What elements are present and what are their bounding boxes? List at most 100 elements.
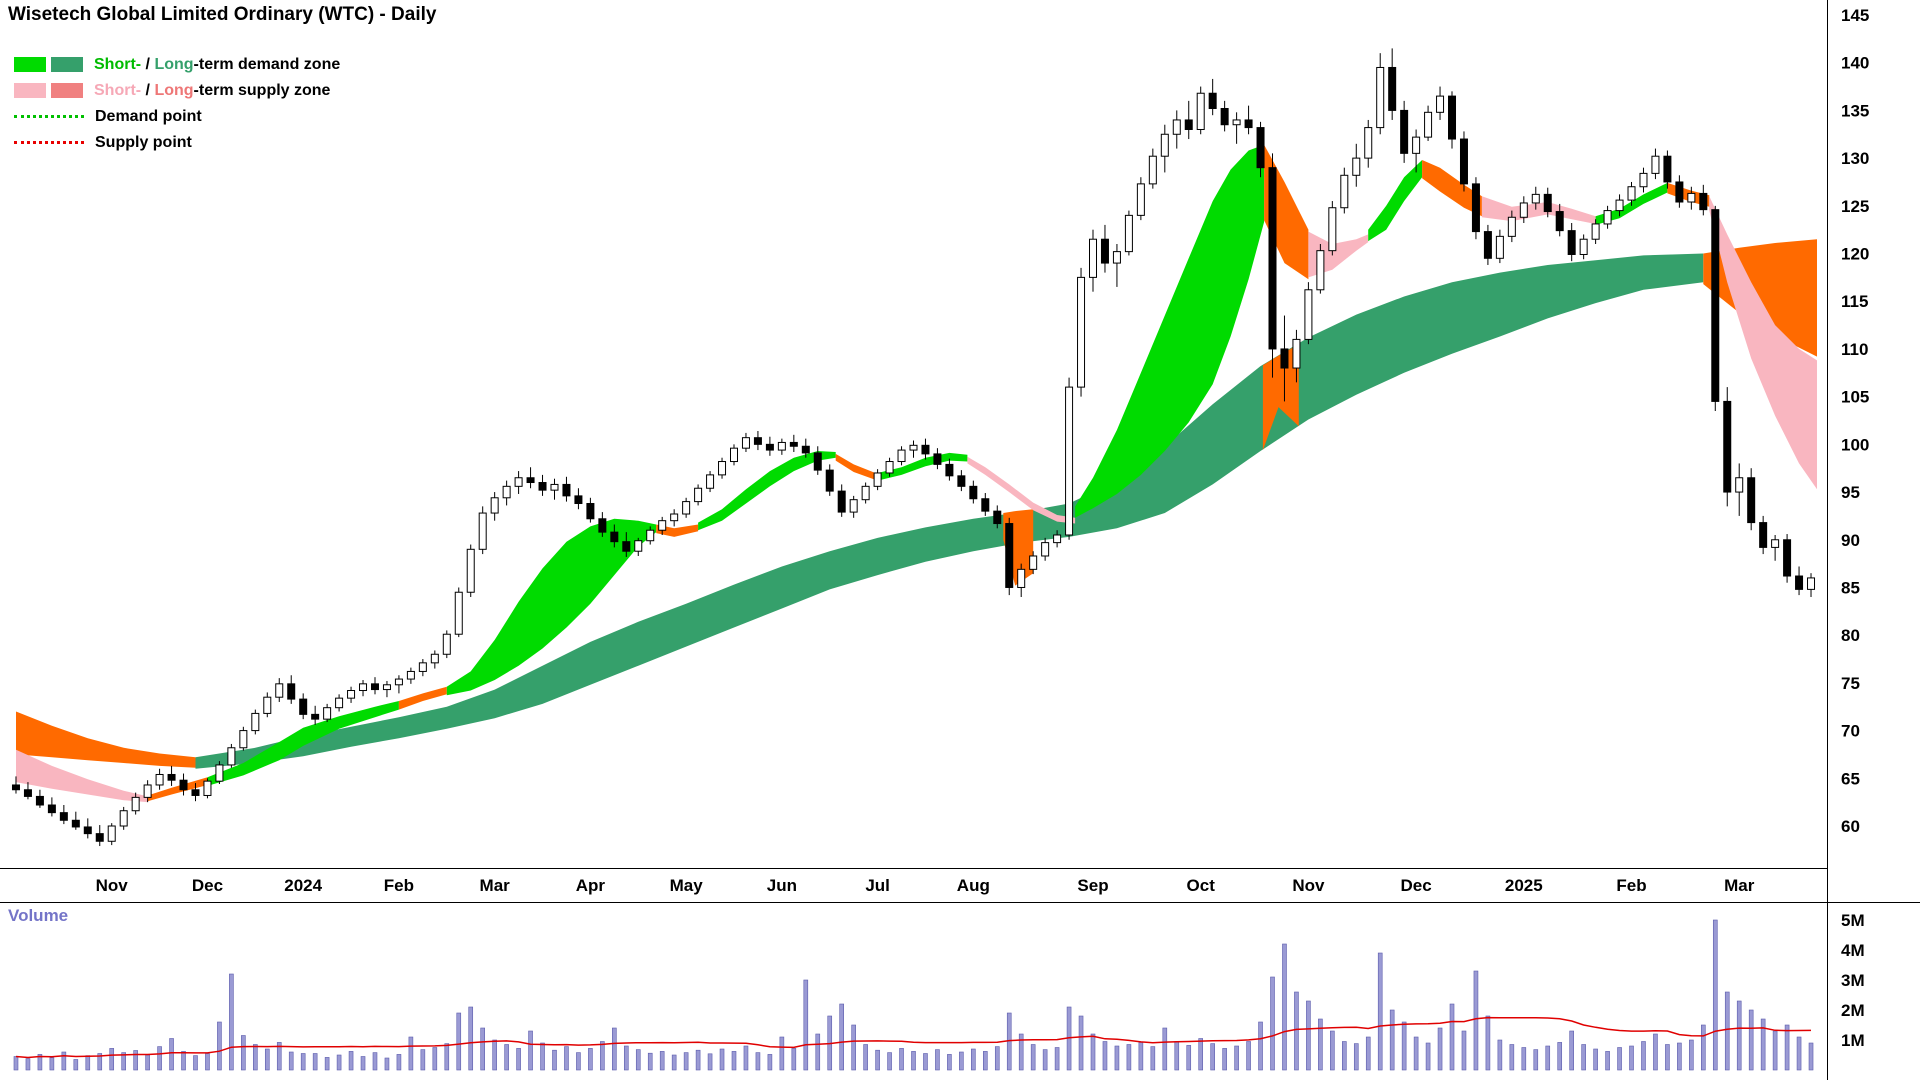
volume-bar [743,1045,749,1071]
volume-bar [923,1053,928,1071]
price-tick-label: 140 [1841,54,1869,73]
price-tick-label: 120 [1841,245,1869,264]
candle-body [239,730,248,749]
candle-body [514,477,523,487]
volume-bar [432,1047,438,1071]
month-tick-label: May [670,876,704,895]
volume-bar [1641,1041,1646,1071]
volume-bar [276,1042,282,1071]
volume-bar [791,1048,797,1071]
volume-bar [1342,1041,1347,1071]
candle-body [1292,338,1301,369]
volume-bar [1449,1003,1455,1071]
volume-bar [1030,1044,1036,1071]
candle-body [442,633,451,655]
volume-bar [193,1055,198,1071]
volume-bar [588,1048,593,1071]
month-tick-label: Aug [957,876,990,895]
candle-body [981,498,990,512]
candle-body [1436,95,1445,113]
legend-demand-zone-label: Short- / Long-term demand zone [94,55,341,73]
band-st-flip-3 [656,524,699,537]
candle-body [1771,539,1780,548]
price-tick-label: 125 [1841,197,1869,216]
candle-body [287,683,296,700]
volume-bar [1653,1033,1658,1071]
volume-bar [1102,1041,1108,1071]
volume-bar [1545,1045,1551,1071]
volume-bar [97,1053,103,1071]
volume-bar [1401,1021,1407,1071]
candle-body [11,784,20,791]
candle-body [598,518,607,533]
candle-body [765,443,774,451]
candle-body [191,789,200,796]
price-tick-label: 100 [1841,435,1869,454]
candle-body [299,698,308,715]
volume-bar [935,1049,940,1071]
candle-body [1687,192,1696,203]
month-tick-label: 2024 [284,876,322,895]
volume-bar [1425,1042,1431,1071]
candle-body [1148,155,1157,185]
volume-bar [528,1030,533,1071]
price-tick-label: 90 [1841,531,1860,550]
volume-bar [288,1051,294,1071]
volume-bar [1461,1030,1467,1071]
volume-bar [695,1049,701,1071]
price-tick-label: 60 [1841,817,1860,836]
volume-bar [1665,1044,1670,1071]
candle-body [215,764,224,782]
average-volume-line [15,1016,1812,1059]
candle-body [1723,400,1732,493]
candle-body [71,819,80,828]
volume-bar [1138,1042,1144,1071]
candle-body [47,804,56,814]
volume-bar [1318,1018,1323,1071]
candle-body [1005,523,1014,588]
volume-bar [635,1049,641,1071]
volume-bar [1018,1033,1024,1071]
month-tick-label: Mar [1724,876,1755,895]
candle-body [1483,231,1492,259]
band-lt-flip-oct [1262,344,1299,451]
chart-title: Wisetech Global Limited Ordinary (WTC) -… [8,4,437,25]
volume-bar [49,1057,55,1071]
volume-bar [1712,919,1718,1071]
volume-bar [372,1052,378,1071]
candle-body [1232,119,1241,126]
month-tick-label: Feb [384,876,414,895]
candle-body [23,789,32,797]
band-st-demand-2 [446,518,657,696]
volume-bar [1258,1021,1263,1071]
candle-body [1065,386,1074,536]
volume-bar [1689,1039,1694,1071]
candle-body [1795,575,1804,590]
candle-body [1077,276,1086,388]
candle-body [167,773,176,781]
volume-bar [516,1048,521,1071]
candle-body [837,490,846,513]
volume-bar [1114,1045,1120,1071]
volume-bar [1521,1047,1527,1071]
volume-bar [264,1048,270,1071]
candle-body [35,795,44,806]
month-tick-label: Apr [576,876,606,895]
candle-body [969,485,978,500]
band-st-demand-3 [698,451,836,531]
candle-body [1471,183,1480,233]
volume-bar [552,1049,557,1071]
band-st-demand-5 [1075,144,1265,518]
candle-body [1172,119,1181,135]
candle-body [1567,230,1576,255]
candle-body [945,463,954,477]
volume-bar [600,1041,605,1071]
band-st-supply-start [16,749,148,803]
candle-body [1136,183,1145,216]
candle-body [909,444,918,451]
price-tick-label: 65 [1841,769,1860,788]
volume-panel-label: Volume [8,906,69,925]
volume-bar [1473,970,1479,1071]
band-lt-demand-main [195,253,1704,769]
